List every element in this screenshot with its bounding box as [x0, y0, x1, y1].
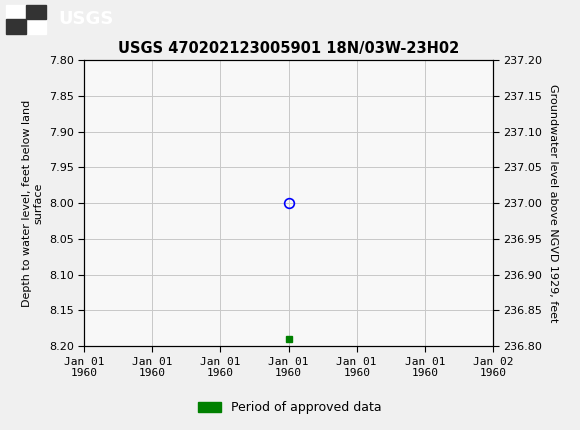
Legend: Period of approved data: Period of approved data — [194, 396, 386, 419]
Y-axis label: Groundwater level above NGVD 1929, feet: Groundwater level above NGVD 1929, feet — [548, 84, 558, 322]
Bar — [26, 5, 46, 19]
Bar — [6, 5, 46, 34]
Bar — [6, 19, 26, 34]
Y-axis label: Depth to water level, feet below land
surface: Depth to water level, feet below land su… — [21, 100, 44, 307]
Title: USGS 470202123005901 18N/03W-23H02: USGS 470202123005901 18N/03W-23H02 — [118, 41, 459, 56]
Text: USGS: USGS — [58, 10, 113, 28]
